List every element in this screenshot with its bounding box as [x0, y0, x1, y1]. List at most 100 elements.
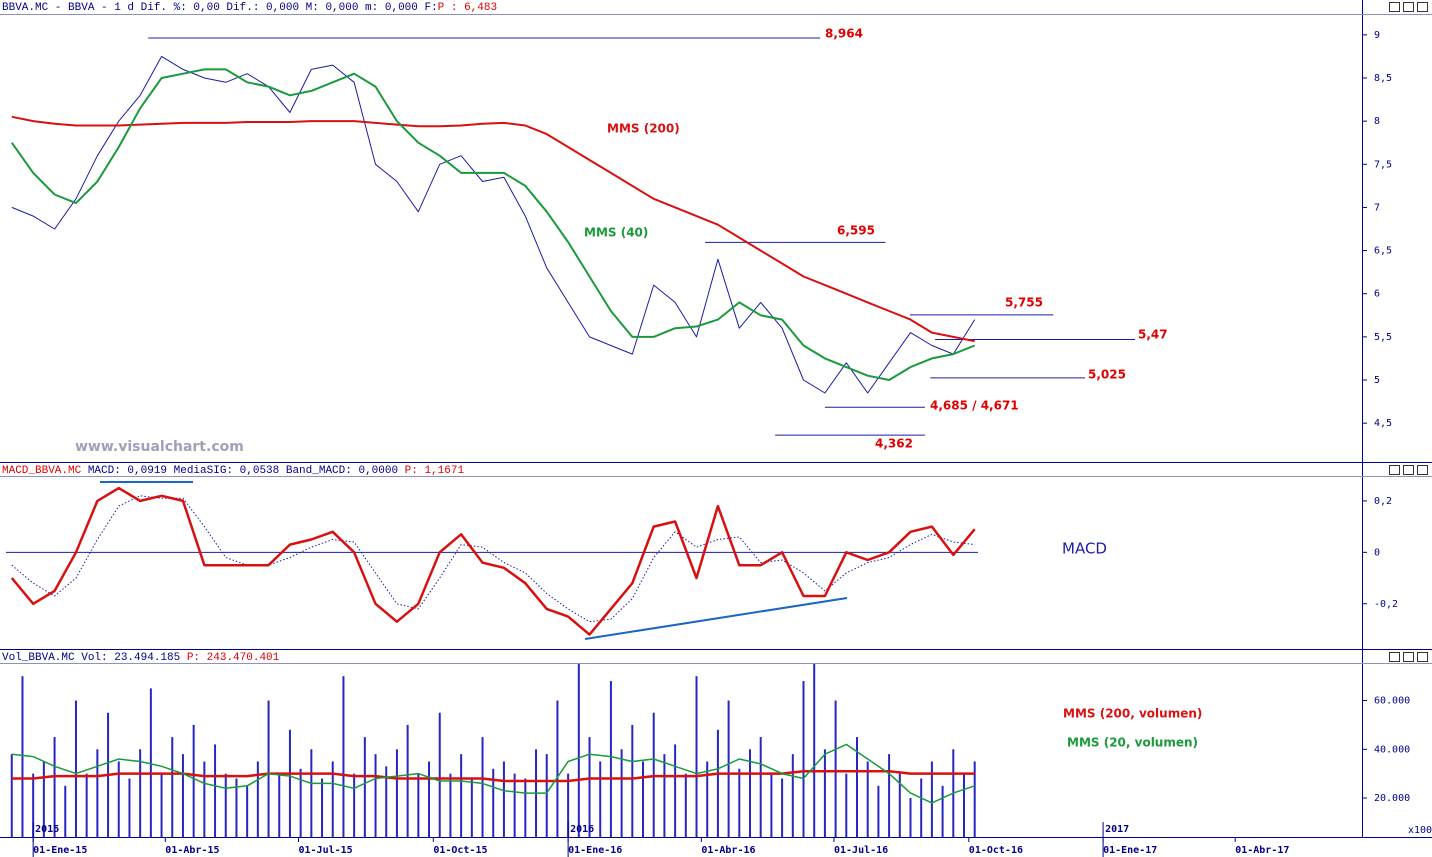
year-label: 2016: [570, 824, 594, 835]
volume-bar: [749, 749, 752, 837]
volume-bar: [727, 700, 730, 837]
y-tick-label: 60.000: [1374, 696, 1410, 707]
volume-bar: [181, 754, 184, 837]
unit-label: x1000: [1408, 825, 1432, 836]
header-part: P: 1,1671: [398, 465, 464, 477]
volume-bar: [663, 754, 666, 837]
y-tick-label: 6,5: [1374, 246, 1392, 257]
series-label: MMS (200, volumen): [1063, 707, 1202, 721]
x-tick-label: 01-Jul-16: [834, 845, 888, 856]
y-tick-label: 9: [1374, 30, 1380, 41]
frame: [0, 0, 1432, 838]
volume-bar: [331, 761, 334, 837]
volume-bar: [524, 778, 527, 837]
level-label: 4,685 / 4,671: [930, 399, 1019, 413]
x-tick-label: 01-Ene-17: [1103, 845, 1157, 856]
volume-bar: [930, 761, 933, 837]
series-line: [11, 769, 975, 783]
volume-bar: [438, 712, 441, 837]
y-tick-label: 8,5: [1374, 73, 1392, 84]
maximize-button[interactable]: [1403, 465, 1414, 475]
volume-bar: [192, 724, 195, 837]
volume-bar: [802, 681, 805, 837]
volume-bar: [759, 737, 762, 837]
header-part: MACD_BBVA.MC: [2, 465, 82, 477]
panel: Vol_BBVA.MC Vol: 23.494.185 P: 243.470.4…: [2, 652, 1432, 857]
x-tick-label: 01-Oct-16: [969, 845, 1023, 856]
y-tick-label: 0,2: [1374, 496, 1392, 507]
panel-header: MACD_BBVA.MC MACD: 0,0919 MediaSIG: 0,05…: [2, 465, 464, 477]
volume-bar: [567, 773, 570, 837]
volume-bar: [877, 785, 880, 837]
x-tick-label: 01-Ene-15: [33, 845, 87, 856]
volume-bar: [781, 778, 784, 837]
volume-bar: [363, 737, 366, 837]
window-buttons[interactable]: [1389, 2, 1428, 662]
volume-bar: [235, 778, 238, 837]
volume-bar: [203, 761, 206, 837]
series-line: [10, 486, 976, 636]
series-label: MMS (200): [607, 122, 680, 136]
volume-bar: [695, 676, 698, 837]
volume-bar: [609, 681, 612, 837]
y-tick-label: -0,2: [1374, 599, 1398, 610]
volume-bar: [139, 749, 142, 837]
volume-bar: [813, 664, 816, 837]
volume-bar: [577, 664, 580, 837]
series-label: MMS (20, volumen): [1067, 736, 1198, 750]
volume-bar: [962, 773, 965, 837]
volume-bar: [545, 754, 548, 837]
trend-lines: [100, 481, 848, 640]
close-button[interactable]: [1417, 652, 1428, 662]
maximize-button[interactable]: [1403, 652, 1414, 662]
maximize-button[interactable]: [1403, 2, 1414, 12]
volume-bar: [674, 744, 677, 837]
volume-bar: [321, 778, 324, 837]
volume-bar: [898, 773, 901, 837]
x-tick-label: 01-Oct-15: [433, 845, 487, 856]
level-label: 4,362: [875, 437, 913, 451]
x-tick-label: 01-Abr-16: [701, 845, 755, 856]
volume-bar: [888, 754, 891, 837]
volume-bar: [42, 761, 45, 837]
volume-bar: [21, 676, 24, 837]
series-line: [11, 55, 976, 394]
y-tick-label: 4,5: [1374, 418, 1392, 429]
level-label: 5,755: [1005, 296, 1043, 310]
minimize-button[interactable]: [1389, 652, 1400, 662]
series-line: [10, 68, 976, 381]
header-part: P : 6,483: [438, 2, 497, 14]
minimize-button[interactable]: [1389, 465, 1400, 475]
close-button[interactable]: [1417, 465, 1428, 475]
panel-label: MACD: [1062, 540, 1107, 558]
volume-bar: [385, 766, 388, 837]
series-line: [11, 743, 975, 804]
volume-bar: [117, 761, 120, 837]
y-tick-label: 6: [1374, 289, 1380, 300]
volume-bar: [128, 778, 131, 837]
watermark: www.visualchart.com: [75, 439, 244, 455]
volume-bar: [171, 737, 174, 837]
volume-bar: [278, 773, 281, 837]
volume-bar: [856, 737, 859, 837]
volume-bar: [246, 785, 249, 837]
volume-bar: [267, 700, 270, 837]
volume-bar: [406, 724, 409, 837]
volume-bar: [374, 754, 377, 837]
y-tick-label: 0: [1374, 547, 1380, 558]
volume-bar: [631, 724, 634, 837]
volume-bar: [770, 773, 773, 837]
trend-line: [584, 597, 848, 640]
x-tick-label: 01-Jul-15: [299, 845, 353, 856]
volume-bar: [791, 754, 794, 837]
volume-bar: [481, 737, 484, 837]
close-button[interactable]: [1417, 2, 1428, 12]
volume-bar: [642, 761, 645, 837]
volume-bar: [310, 749, 313, 837]
minimize-button[interactable]: [1389, 2, 1400, 12]
volume-bar: [299, 768, 302, 837]
panel-header: BBVA.MC - BBVA - 1 d Dif. %: 0,00 Dif.: …: [2, 2, 497, 14]
volume-bar: [492, 768, 495, 837]
